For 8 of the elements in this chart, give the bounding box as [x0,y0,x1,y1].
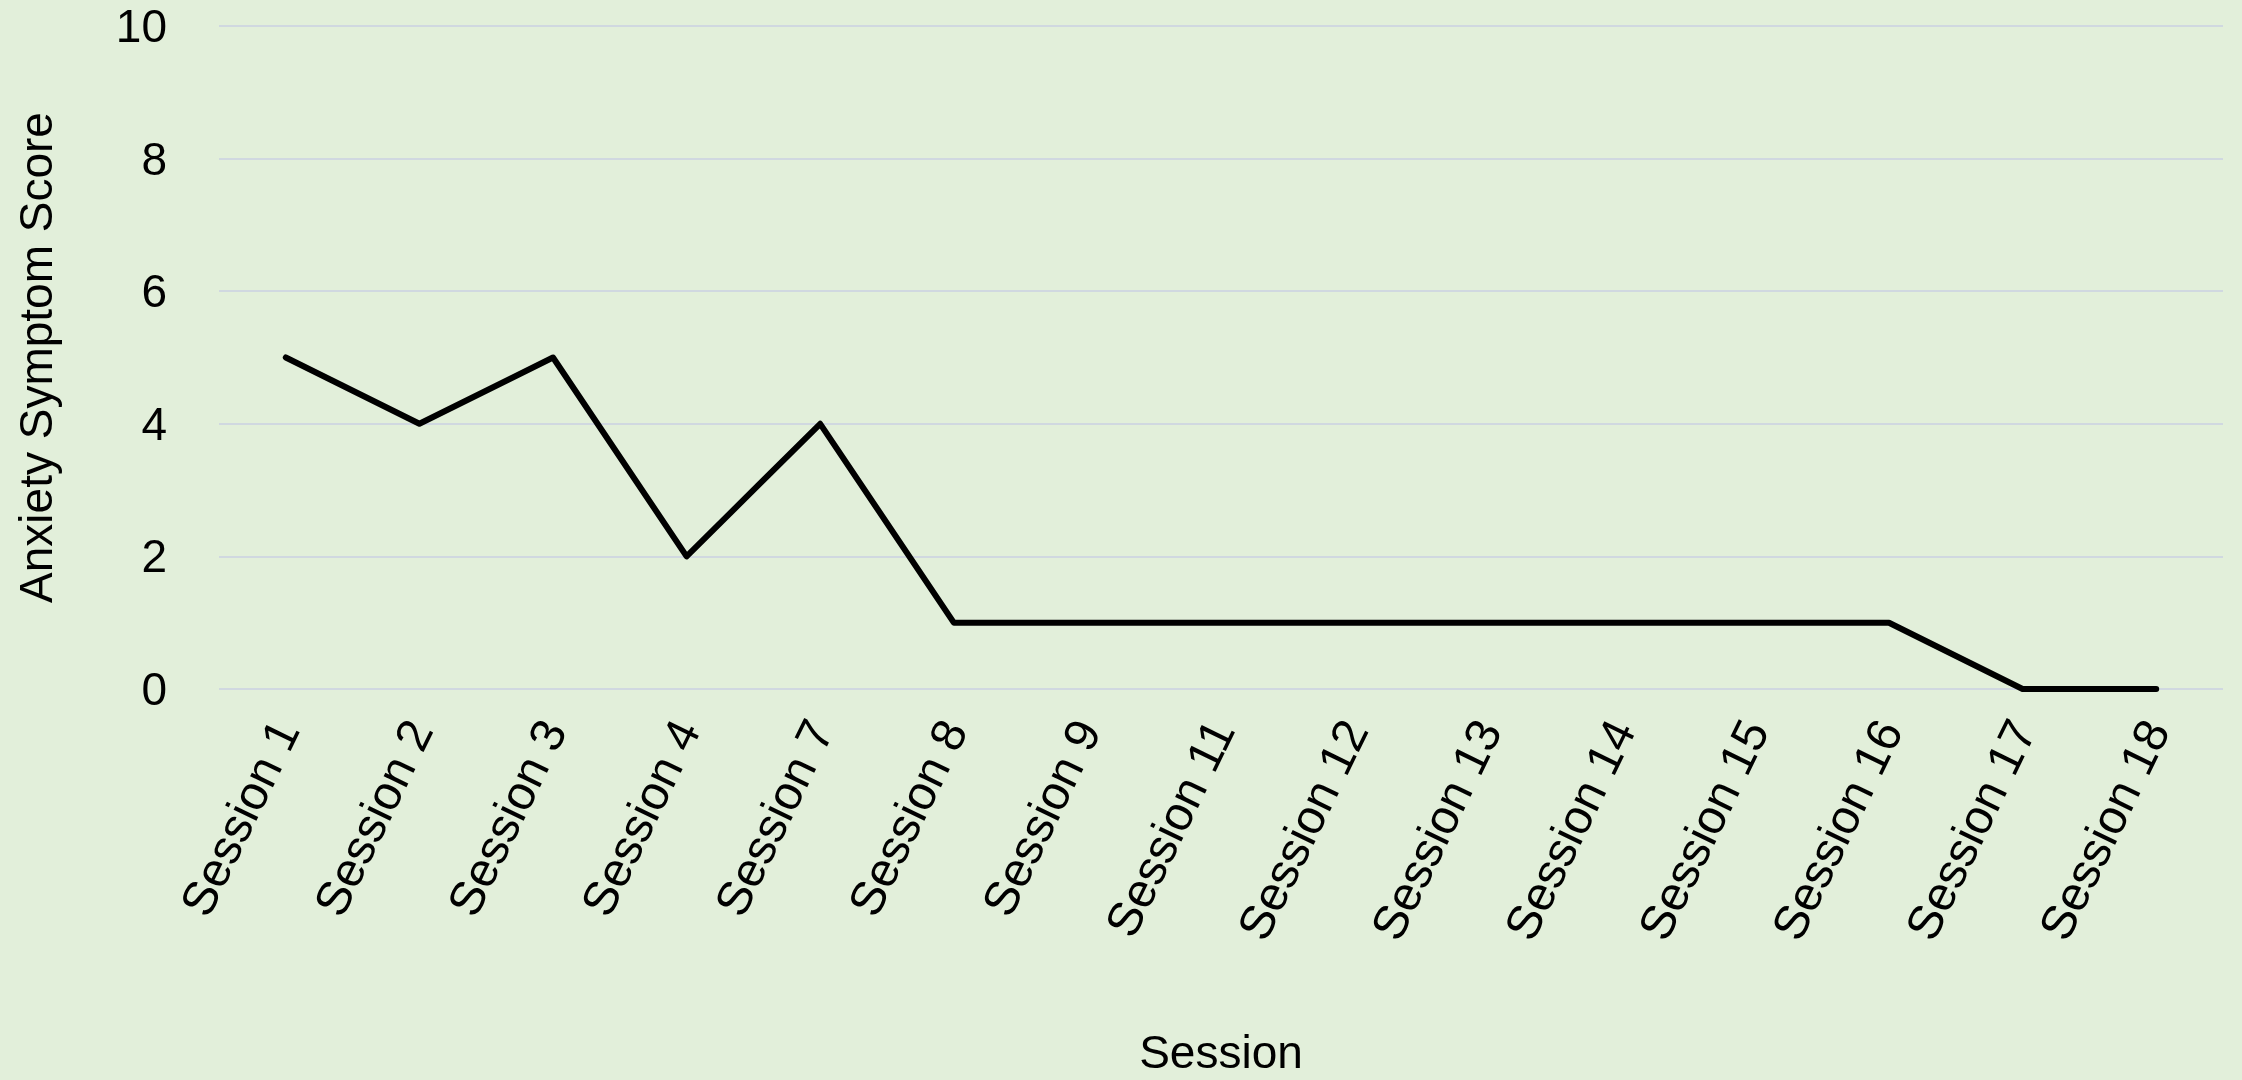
y-tick-label: 4 [141,397,167,450]
y-axis-title: Anxiety Symptom Score [10,112,62,603]
y-tick-label: 2 [141,530,167,583]
x-axis-title: Session [1139,1026,1303,1078]
y-tick-label: 10 [115,0,167,52]
y-tick-label: 8 [141,132,167,185]
y-tick-label: 0 [141,663,167,715]
y-tick-label: 6 [141,265,167,318]
